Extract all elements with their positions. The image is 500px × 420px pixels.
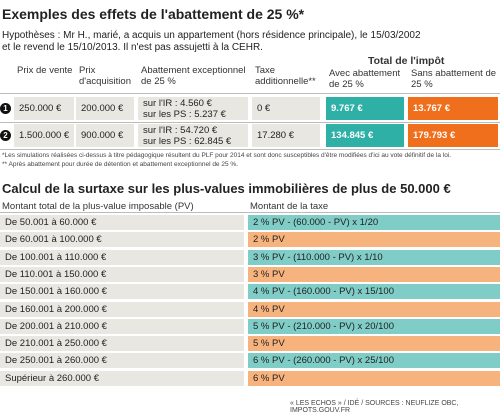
abatement-cell: sur l'IR : 54.720 € sur les PS : 62.845 € xyxy=(138,124,248,147)
tax-cell: 17.280 € xyxy=(252,124,320,147)
range-cell: De 50.001 à 60.000 € xyxy=(0,215,244,230)
footnote: ** Après abattement pour durée de détent… xyxy=(2,161,238,168)
abatement-line: sur les PS : 62.845 € xyxy=(143,135,232,147)
abatement-line: sur l'IR : 54.720 € xyxy=(143,124,218,136)
with-cell: 134.845 € xyxy=(326,124,404,147)
with-cell: 9.767 € xyxy=(326,97,404,120)
column-header: Prix de vente xyxy=(17,65,73,76)
without-cell: 179.793 € xyxy=(408,124,498,147)
section-title: Calcul de la surtaxe sur les plus-values… xyxy=(2,181,451,196)
tax-cell: 4 % PV - (160.000 - PV) x 15/100 xyxy=(248,284,500,300)
purchase-cell: 200.000 € xyxy=(76,97,134,120)
column-header: Abattement exceptionnel de 25 % xyxy=(141,65,246,87)
purchase-cell: 900.000 € xyxy=(76,124,134,147)
tax-cell: 2 % PV - (60.000 - PV) x 1/20 xyxy=(248,215,500,230)
separator xyxy=(0,93,500,94)
without-cell: 13.767 € xyxy=(408,97,498,120)
separator xyxy=(0,122,500,123)
column-header: Prix d'acquisition xyxy=(79,65,131,87)
separator xyxy=(0,149,500,150)
range-cell: Supérieur à 260.000 € xyxy=(0,370,244,386)
abatement-cell: sur l'IR : 4.560 € sur les PS : 5.237 € xyxy=(138,97,248,120)
abatement-line: sur l'IR : 4.560 € xyxy=(143,97,212,109)
hypothesis: et le revend le 15/10/2013. Il n'est pas… xyxy=(2,42,263,53)
footnote: *Les simulations réalisées ci-dessus à t… xyxy=(2,152,452,159)
range-cell: De 160.001 à 200.000 € xyxy=(0,301,244,317)
title: Exemples des effets de l'abattement de 2… xyxy=(2,6,305,22)
range-cell: De 110.001 à 150.000 € xyxy=(0,266,244,282)
hypothesis: Hypothèses : Mr H., marié, a acquis un a… xyxy=(2,30,421,41)
column-header: Montant total de la plus-value imposable… xyxy=(2,201,194,212)
tax-cell: 2 % PV xyxy=(248,232,500,248)
abatement-line: sur les PS : 5.237 € xyxy=(143,108,226,120)
tax-cell: 5 % PV xyxy=(248,336,500,352)
tax-cell: 3 % PV xyxy=(248,266,500,282)
tax-cell: 5 % PV - (210.000 - PV) x 20/100 xyxy=(248,318,500,334)
column-header: Avec abattement de 25 % xyxy=(329,68,401,90)
range-cell: De 150.001 à 160.000 € xyxy=(0,284,244,300)
separator xyxy=(0,212,500,213)
range-cell: De 60.001 à 100.000 € xyxy=(0,232,244,248)
range-cell: De 210.001 à 250.000 € xyxy=(0,336,244,352)
tax-cell: 6 % PV xyxy=(248,370,500,386)
group-header: Total de l'impôt xyxy=(368,55,445,67)
tax-cell: 0 € xyxy=(252,97,320,120)
range-cell: De 200.001 à 210.000 € xyxy=(0,318,244,334)
sale-cell: 250.000 € xyxy=(14,97,74,120)
column-header: Taxe additionnelle** xyxy=(255,65,316,87)
tax-cell: 3 % PV - (110.000 - PV) x 1/10 xyxy=(248,249,500,265)
range-cell: De 100.001 à 110.000 € xyxy=(0,249,244,265)
column-header: Montant de la taxe xyxy=(250,201,329,212)
tax-cell: 6 % PV - (260.000 - PV) x 25/100 xyxy=(248,353,500,369)
source: « LES ECHOS » / IDÉ / SOURCES : NEUFLIZE… xyxy=(290,400,459,414)
row-number: 2 xyxy=(0,130,11,141)
row-number: 1 xyxy=(0,103,11,114)
sale-cell: 1.500.000 € xyxy=(14,124,74,147)
tax-cell: 4 % PV xyxy=(248,301,500,317)
column-header: Sans abattement de 25 % xyxy=(411,68,497,90)
range-cell: De 250.001 à 260.000 € xyxy=(0,353,244,369)
